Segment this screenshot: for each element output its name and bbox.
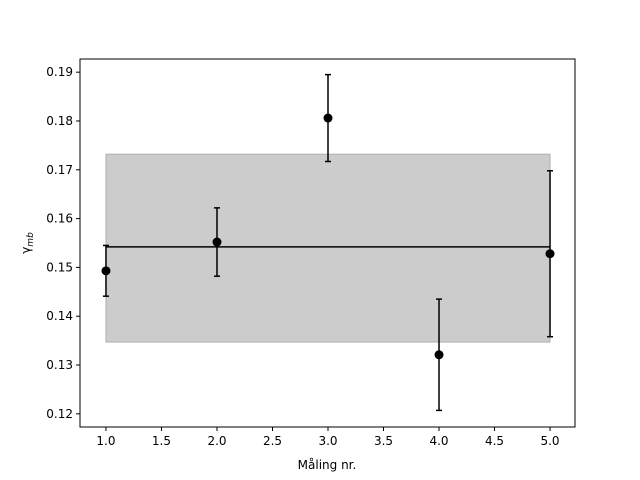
data-point bbox=[434, 350, 444, 360]
y-tick-label: 0.15 bbox=[46, 260, 73, 274]
x-tick-label: 2.0 bbox=[207, 434, 226, 448]
data-point bbox=[212, 237, 222, 247]
x-tick-label: 1.5 bbox=[152, 434, 171, 448]
y-tick-label: 0.18 bbox=[46, 114, 73, 128]
data-point bbox=[101, 266, 111, 276]
x-tick-label: 4.5 bbox=[485, 434, 504, 448]
y-label-subscript: mb bbox=[26, 232, 36, 247]
y-tick-label: 0.13 bbox=[46, 358, 73, 372]
data-point bbox=[323, 113, 333, 123]
x-tick-label: 1.0 bbox=[96, 434, 115, 448]
data-point bbox=[545, 249, 555, 259]
y-tick-label: 0.12 bbox=[46, 407, 73, 421]
x-tick-label: 2.5 bbox=[263, 434, 282, 448]
x-tick-label: 5.0 bbox=[540, 434, 559, 448]
y-tick-label: 0.19 bbox=[46, 65, 73, 79]
x-tick-label: 4.0 bbox=[429, 434, 448, 448]
x-axis-label: Måling nr. bbox=[298, 458, 357, 472]
std-band bbox=[105, 153, 551, 343]
y-axis-label: γmb bbox=[19, 232, 36, 254]
y-tick-label: 0.16 bbox=[46, 212, 73, 226]
y-tick-label: 0.17 bbox=[46, 163, 73, 177]
x-tick-label: 3.5 bbox=[374, 434, 393, 448]
y-tick-label: 0.14 bbox=[46, 309, 73, 323]
x-tick-label: 3.0 bbox=[318, 434, 337, 448]
y-label-symbol: γ bbox=[19, 247, 33, 254]
